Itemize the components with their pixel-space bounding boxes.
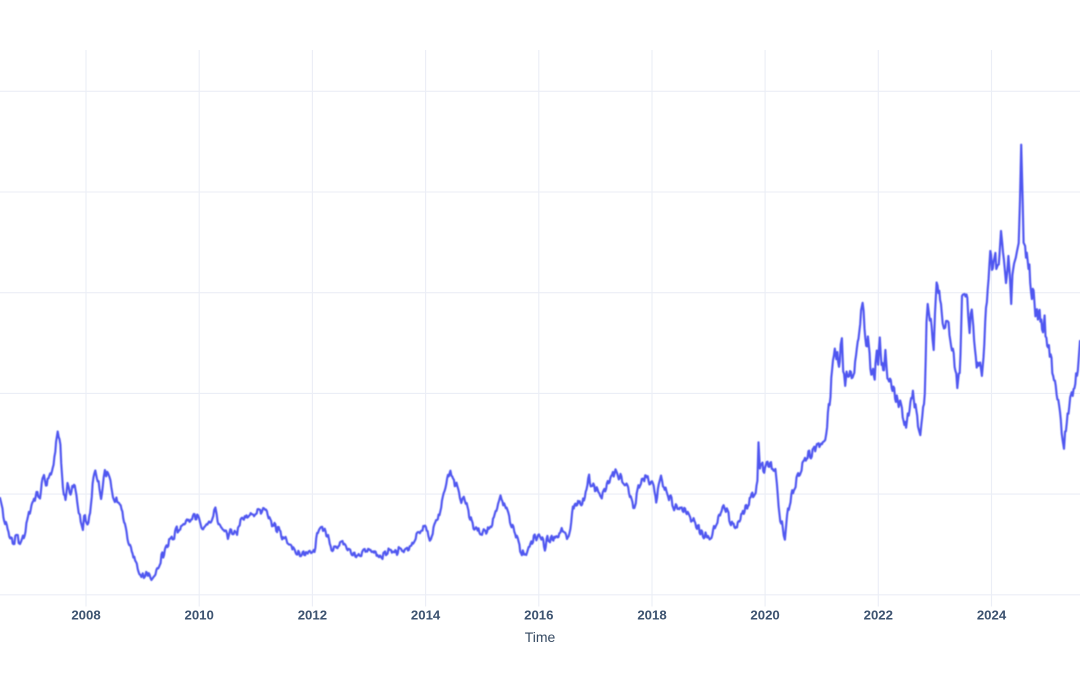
svg-text:2024: 2024 (977, 608, 1007, 623)
svg-text:2010: 2010 (185, 608, 214, 623)
svg-text:2008: 2008 (71, 608, 100, 623)
svg-text:2020: 2020 (750, 608, 779, 623)
svg-text:2016: 2016 (524, 608, 553, 623)
svg-text:2014: 2014 (411, 608, 441, 623)
svg-text:2018: 2018 (637, 608, 666, 623)
svg-text:2022: 2022 (864, 608, 893, 623)
svg-text:Time: Time (525, 629, 556, 645)
svg-text:2012: 2012 (298, 608, 327, 623)
